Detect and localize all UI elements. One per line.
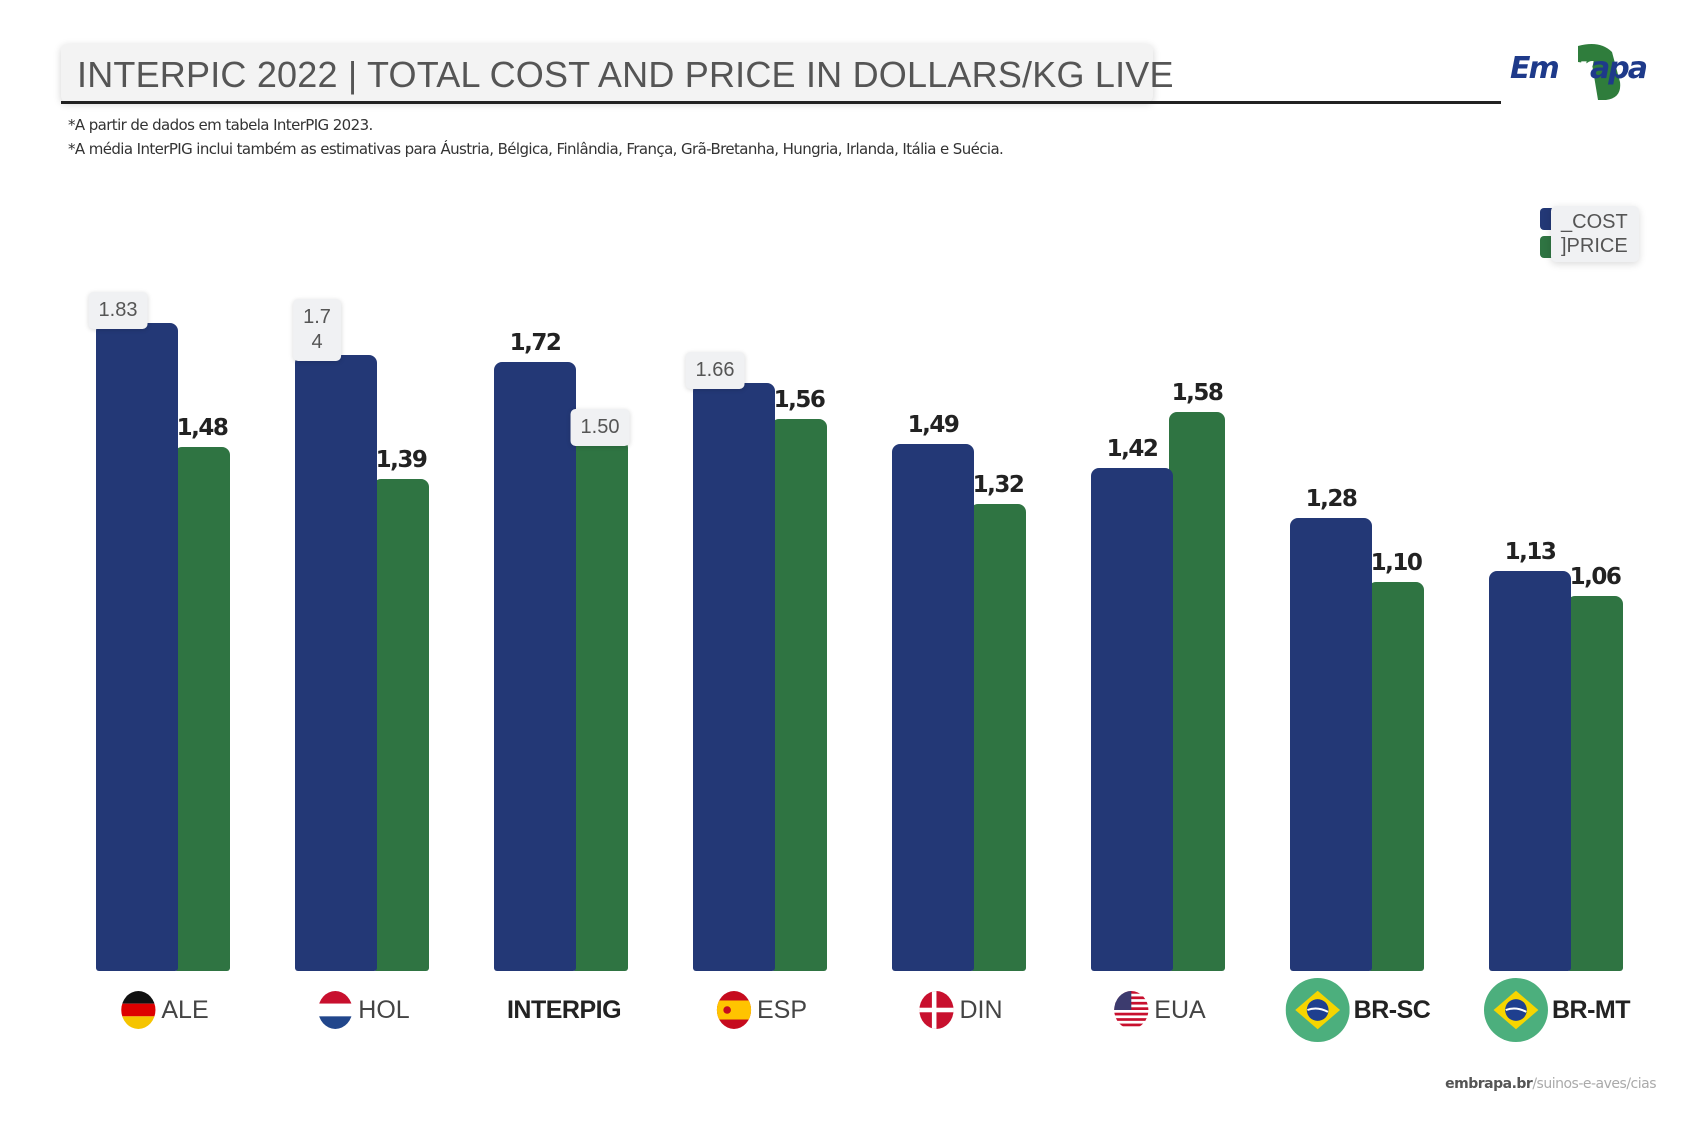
bar-cost-din bbox=[892, 443, 974, 971]
footer-domain: embrapa.br bbox=[1445, 1076, 1533, 1092]
bar-price-din bbox=[970, 503, 1026, 971]
bar-price-esp bbox=[771, 418, 827, 971]
category-esp: ESP bbox=[715, 988, 807, 1032]
bar-price-interpig bbox=[572, 440, 628, 971]
svg-text:Embrapa: Embrapa bbox=[1510, 51, 1647, 86]
bar-cost-br-sc bbox=[1290, 517, 1372, 971]
usa-flag-icon bbox=[1112, 991, 1150, 1029]
category-hol: HOL bbox=[316, 988, 410, 1032]
germany-flag-icon bbox=[119, 991, 157, 1029]
legend-label-cost: _COST bbox=[1561, 211, 1628, 233]
data-label-price-din: 1,32 bbox=[972, 471, 1025, 498]
data-label-price-hol: 1,39 bbox=[375, 446, 428, 473]
title-rule bbox=[61, 101, 1501, 104]
bar-cost-br-mt bbox=[1489, 570, 1571, 971]
brazil-flag-icon bbox=[1483, 978, 1548, 1042]
data-label-cost-eua: 1,42 bbox=[1106, 436, 1159, 463]
bar-cost-interpig bbox=[494, 362, 576, 971]
category-br-mt: BR-MT bbox=[1483, 978, 1631, 1042]
data-label-cost-interpig: 1,72 bbox=[509, 330, 562, 357]
bar-cost-hol bbox=[295, 355, 377, 971]
footer-path: /suinos-e-aves/cias bbox=[1532, 1076, 1656, 1092]
note-2: *A média InterPIG inclui também as estim… bbox=[68, 140, 1004, 158]
bar-cost-ale bbox=[96, 323, 178, 971]
category-ale: ALE bbox=[119, 988, 209, 1032]
legend-label-price: ]PRICE bbox=[1561, 235, 1628, 257]
note-1: *A partir de dados em tabela InterPIG 20… bbox=[68, 116, 373, 134]
category-br-sc: BR-SC bbox=[1285, 978, 1431, 1042]
category-label: EUA bbox=[1154, 995, 1206, 1024]
bar-price-br-mt bbox=[1567, 595, 1623, 971]
bar-cost-esp bbox=[693, 383, 775, 971]
data-label-price-interpig: 1.50 bbox=[570, 409, 630, 446]
data-label-price-eua: 1,58 bbox=[1171, 379, 1224, 406]
data-label-cost-br-mt: 1,13 bbox=[1504, 538, 1557, 565]
category-eua: EUA bbox=[1112, 988, 1206, 1032]
category-label: BR-MT bbox=[1551, 995, 1631, 1024]
data-label-cost-din: 1,49 bbox=[907, 411, 960, 438]
data-label-price-ale: 1,48 bbox=[176, 415, 229, 442]
brazil-flag-icon bbox=[1285, 978, 1350, 1042]
data-label-cost-esp: 1.66 bbox=[685, 352, 745, 390]
category-interpig: INTERPIG bbox=[503, 988, 622, 1032]
footer-url: embrapa.br/suinos-e-aves/cias bbox=[1445, 1076, 1656, 1092]
legend-box: _COST ]PRICE bbox=[1551, 206, 1639, 262]
data-label-cost-hol: 1.7 4 bbox=[293, 299, 341, 362]
data-label-price-br-sc: 1,10 bbox=[1370, 549, 1423, 576]
netherlands-flag-icon bbox=[316, 991, 354, 1029]
bar-price-hol bbox=[373, 478, 429, 971]
data-label-price-esp: 1,56 bbox=[773, 386, 826, 413]
data-label-cost-br-sc: 1,28 bbox=[1305, 485, 1358, 512]
data-label-price-br-mt: 1,06 bbox=[1569, 563, 1622, 590]
chart-title: INTERPIC 2022 | TOTAL COST AND PRICE IN … bbox=[77, 54, 1174, 95]
category-label: BR-SC bbox=[1353, 995, 1431, 1024]
category-label: ESP bbox=[756, 995, 808, 1024]
category-label: DIN bbox=[959, 995, 1003, 1024]
spain-flag-icon bbox=[715, 991, 753, 1029]
category-label: INTERPIG bbox=[506, 995, 622, 1024]
bar-price-br-sc bbox=[1368, 581, 1424, 971]
category-label: ALE bbox=[161, 995, 209, 1024]
bar-cost-eua bbox=[1091, 468, 1173, 971]
bar-price-eua bbox=[1169, 411, 1225, 971]
title-box: INTERPIC 2022 | TOTAL COST AND PRICE IN … bbox=[61, 44, 1174, 102]
data-label-cost-ale: 1.83 bbox=[88, 292, 148, 330]
category-din: DIN bbox=[917, 988, 1003, 1032]
embrapa-logo: Embrapa bbox=[1510, 44, 1649, 100]
denmark-flag-icon bbox=[917, 991, 955, 1029]
category-label: HOL bbox=[358, 995, 410, 1024]
bar-price-ale bbox=[174, 447, 230, 971]
